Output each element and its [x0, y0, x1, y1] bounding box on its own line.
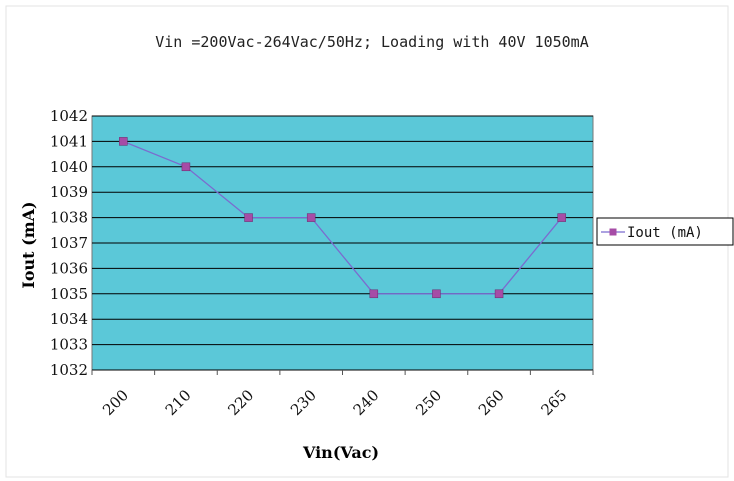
y-tick-label: 1036 [50, 259, 88, 277]
y-tick-label: 1041 [50, 132, 88, 150]
data-point [557, 213, 566, 222]
gridlines [92, 115, 593, 371]
y-axis-title: Iout (mA) [19, 201, 38, 288]
data-point [181, 162, 191, 172]
y-tick-label: 1042 [50, 107, 88, 125]
y-tick-label: 1037 [50, 234, 88, 252]
data-point [244, 213, 253, 222]
data-point [494, 289, 504, 299]
chart-title: Vin =200Vac-264Vac/50Hz; Loading with 40… [155, 33, 588, 51]
y-tick-label: 1040 [50, 158, 88, 176]
y-tick-label: 1033 [50, 336, 88, 354]
data-point [306, 213, 316, 222]
data-point [432, 289, 441, 299]
y-tick-label: 1034 [50, 310, 88, 328]
plot-area: 1032 1033 1034 1035 1036 1037 1038 1039 1040 1041… [50, 107, 594, 419]
x-axis-title: Vin(Vac) [302, 443, 379, 462]
legend-marker [609, 228, 617, 236]
y-tick-label: 1038 [50, 209, 88, 227]
data-point [119, 137, 128, 146]
y-tick-label: 1032 [50, 361, 88, 379]
y-tick-label: 1039 [50, 183, 88, 201]
y-tick-labels: 1032 1033 1034 1035 1036 1037 1038 1039 1040 1041… [50, 107, 88, 379]
series-line [123, 140, 563, 295]
legend-label: Iout (mA) [627, 225, 703, 241]
legend: Iout (mA) [596, 217, 734, 246]
y-tick-label: 1035 [50, 285, 88, 303]
series-iout [119, 137, 566, 299]
data-point [369, 289, 379, 299]
